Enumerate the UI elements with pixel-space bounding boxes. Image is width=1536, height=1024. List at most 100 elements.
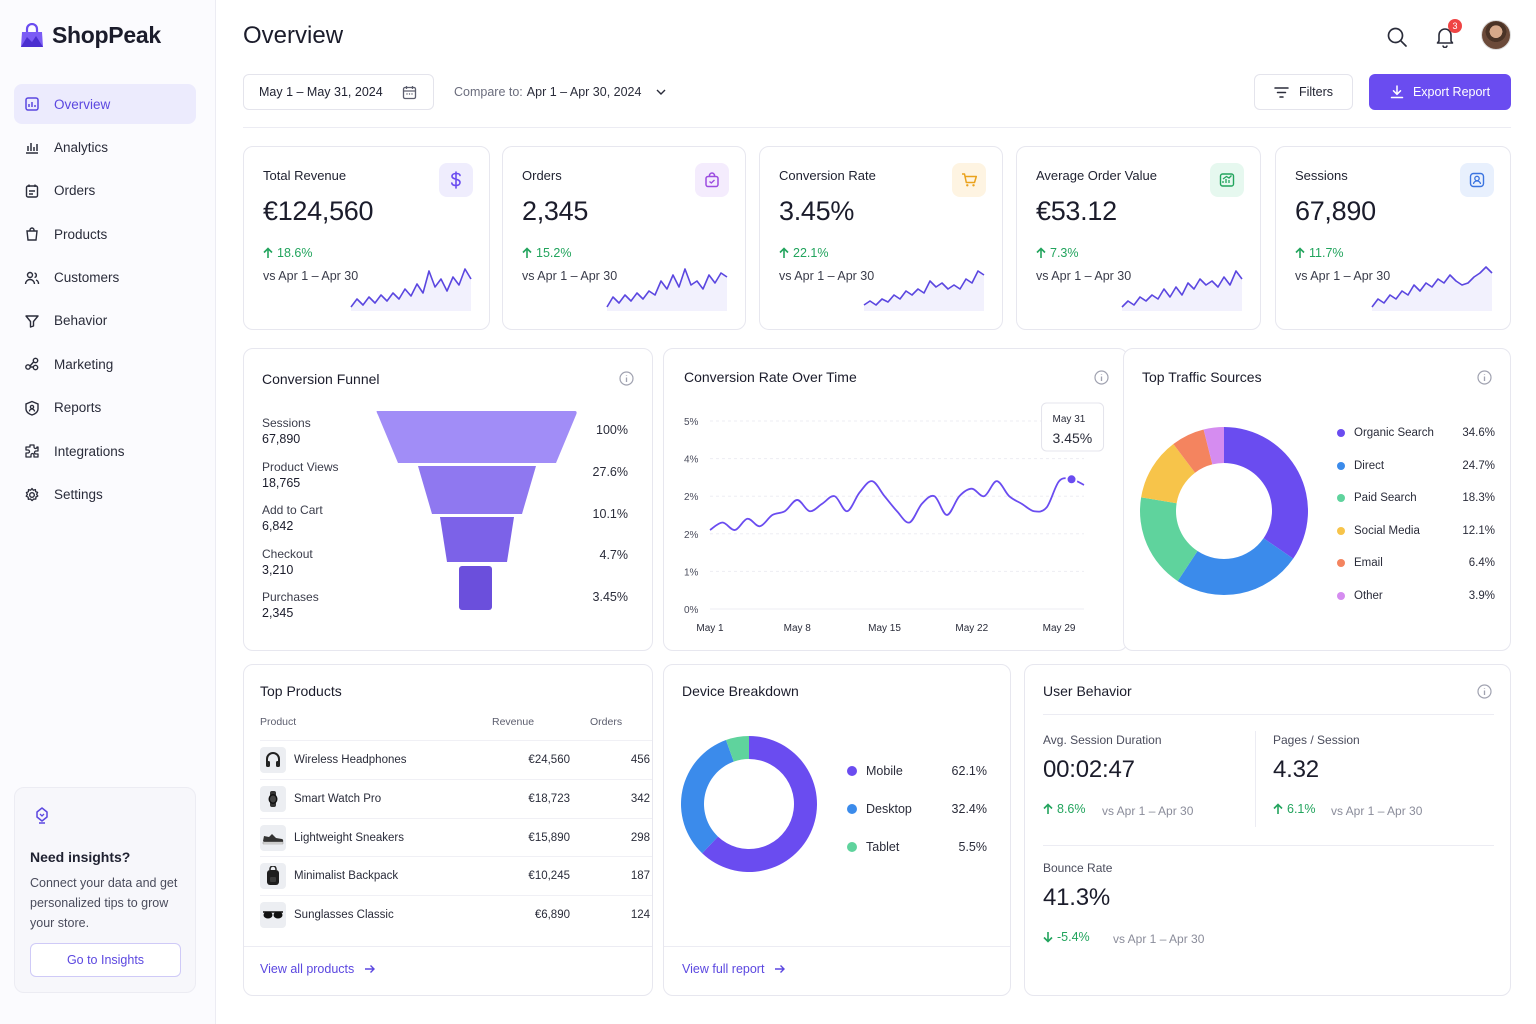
go-to-insights-button[interactable]: Go to Insights bbox=[30, 943, 181, 977]
info-icon[interactable] bbox=[619, 371, 634, 386]
sidebar-item-orders[interactable]: Orders bbox=[14, 171, 196, 211]
funnel-stage: Add to Cart 6,842 bbox=[262, 502, 323, 534]
legend-item: Tablet 5.5% bbox=[847, 840, 987, 854]
table-row[interactable]: Sunglasses Classic €6,890 124 bbox=[260, 895, 652, 934]
view-full-report-link[interactable]: View full report bbox=[682, 962, 786, 976]
change-value: -5.4% bbox=[1057, 930, 1090, 944]
sparkline-chart bbox=[606, 268, 728, 311]
user-icon bbox=[1469, 172, 1485, 188]
reports-icon bbox=[25, 400, 39, 416]
donut-slice-organic-search[interactable] bbox=[1224, 427, 1308, 559]
sidebar-item-products[interactable]: Products bbox=[14, 214, 196, 254]
funnel-stage-value: 3,210 bbox=[262, 563, 294, 577]
sidebar-item-marketing[interactable]: Marketing bbox=[14, 344, 196, 384]
info-icon[interactable] bbox=[1477, 370, 1492, 385]
donut-slice-paid-search[interactable] bbox=[1140, 497, 1198, 582]
funnel-step-checkout-bar bbox=[459, 566, 492, 610]
compare-dropdown[interactable]: Compare to: Apr 1 – Apr 30, 2024 bbox=[454, 85, 669, 99]
search-icon[interactable] bbox=[1386, 26, 1408, 48]
divider bbox=[244, 946, 652, 947]
avatar[interactable] bbox=[1481, 20, 1511, 50]
info-icon[interactable] bbox=[1094, 370, 1109, 385]
marketing-icon bbox=[25, 357, 39, 371]
funnel-stage-label: Sessions bbox=[262, 416, 311, 430]
kpi-change: 11.7% bbox=[1295, 246, 1344, 260]
divider bbox=[243, 127, 1511, 128]
export-report-button[interactable]: Export Report bbox=[1369, 74, 1511, 110]
sidebar-item-behavior[interactable]: Behavior bbox=[14, 301, 196, 341]
legend-swatch bbox=[1337, 494, 1345, 502]
view-all-products-link[interactable]: View all products bbox=[260, 962, 376, 976]
orders-icon bbox=[25, 184, 39, 198]
sunglasses-icon bbox=[263, 911, 283, 919]
info-icon[interactable] bbox=[1477, 684, 1492, 699]
kpi-label: Orders bbox=[522, 168, 562, 183]
dollar-icon bbox=[451, 171, 461, 189]
sidebar-item-customers[interactable]: Customers bbox=[14, 258, 196, 298]
funnel-stage-label: Checkout bbox=[262, 547, 313, 561]
kpi-icon-box bbox=[1210, 163, 1244, 197]
sparkline-chart bbox=[863, 270, 985, 311]
insights-promo-card: Need insights? Connect your data and get… bbox=[14, 787, 196, 993]
kpi-change: 22.1% bbox=[779, 246, 828, 260]
legend-swatch bbox=[847, 804, 857, 814]
donut-slice-other[interactable] bbox=[1203, 427, 1224, 465]
donut-slice-desktop[interactable] bbox=[681, 740, 734, 854]
legend-item: Email 6.4% bbox=[1337, 557, 1495, 569]
sidebar-item-analytics[interactable]: Analytics bbox=[14, 127, 196, 167]
product-revenue: €24,560 bbox=[528, 753, 570, 766]
sidebar-item-settings[interactable]: Settings bbox=[14, 475, 196, 515]
session-duration-change: 8.6% bbox=[1043, 802, 1086, 816]
sidebar-item-reports[interactable]: Reports bbox=[14, 388, 196, 428]
funnel-stage-label: Product Views bbox=[262, 460, 339, 474]
sidebar-item-integrations[interactable]: Integrations bbox=[14, 431, 196, 471]
donut-slice-direct[interactable] bbox=[1177, 538, 1294, 595]
logo[interactable]: ShopPeak bbox=[20, 22, 161, 49]
legend-value: 24.7% bbox=[1462, 459, 1495, 472]
kpi-change-value: 15.2% bbox=[536, 246, 572, 260]
donut-slice-email[interactable] bbox=[1173, 429, 1213, 473]
donut-slice-social-media[interactable] bbox=[1141, 443, 1196, 504]
chart-up-icon bbox=[1219, 173, 1235, 187]
donut-slice-tablet[interactable] bbox=[725, 736, 749, 762]
table-row[interactable]: Smart Watch Pro €18,723 342 bbox=[260, 779, 652, 818]
sidebar-item-label: Orders bbox=[54, 183, 96, 199]
kpi-label: Sessions bbox=[1295, 168, 1348, 183]
sidebar-item-overview[interactable]: Overview bbox=[14, 84, 196, 124]
kpi-change-value: 11.7% bbox=[1309, 246, 1344, 260]
kpi-value: 2,345 bbox=[522, 196, 589, 226]
page-title: Overview bbox=[243, 22, 344, 49]
kpi-label: Average Order Value bbox=[1036, 168, 1157, 183]
funnel-stage-pct: 3.45% bbox=[592, 590, 628, 604]
table-row[interactable]: Lightweight Sneakers €15,890 298 bbox=[260, 818, 652, 857]
compare-value: Apr 1 – Apr 30, 2024 bbox=[526, 85, 642, 99]
product-thumbnail bbox=[260, 746, 286, 773]
product-thumbnail bbox=[260, 824, 286, 851]
kpi-card-sessions: Sessions 67,890 11.7% vs Apr 1 – Apr 30 bbox=[1275, 146, 1511, 330]
compare-text: vs Apr 1 – Apr 30 bbox=[1331, 804, 1423, 818]
filters-button[interactable]: Filters bbox=[1254, 74, 1353, 110]
table-row[interactable]: Minimalist Backpack €10,245 187 bbox=[260, 856, 652, 895]
sidebar-item-label: Integrations bbox=[54, 443, 125, 459]
donut-slice-mobile[interactable] bbox=[702, 736, 817, 872]
session-duration-label: Avg. Session Duration bbox=[1043, 733, 1162, 747]
session-duration-value: 00:02:47 bbox=[1043, 756, 1135, 783]
date-range-picker[interactable]: May 1 – May 31, 2024 bbox=[243, 74, 434, 110]
kpi-icon-box bbox=[439, 163, 473, 197]
sidebar: ShopPeak Overview Analytics Orders Produ… bbox=[0, 0, 216, 1024]
product-name: Wireless Headphones bbox=[294, 753, 407, 766]
bell-icon[interactable] bbox=[1435, 26, 1455, 48]
y-tick-label: 1% bbox=[684, 567, 699, 578]
product-orders: 187 bbox=[630, 869, 650, 882]
arrow-up-icon bbox=[1043, 803, 1053, 814]
x-tick-label: May 29 bbox=[1043, 623, 1076, 634]
table-row[interactable]: Wireless Headphones €24,560 456 bbox=[260, 740, 652, 779]
divider bbox=[664, 946, 1010, 947]
cart-icon bbox=[961, 173, 977, 187]
funnel-stage-value: 18,765 bbox=[262, 476, 301, 490]
highlight-point[interactable] bbox=[1065, 473, 1078, 486]
funnel-stage: Product Views 18,765 bbox=[262, 459, 338, 491]
filter-lines-icon bbox=[1274, 86, 1289, 98]
sidebar-item-label: Marketing bbox=[54, 356, 114, 372]
change-value: 6.1% bbox=[1287, 802, 1316, 816]
